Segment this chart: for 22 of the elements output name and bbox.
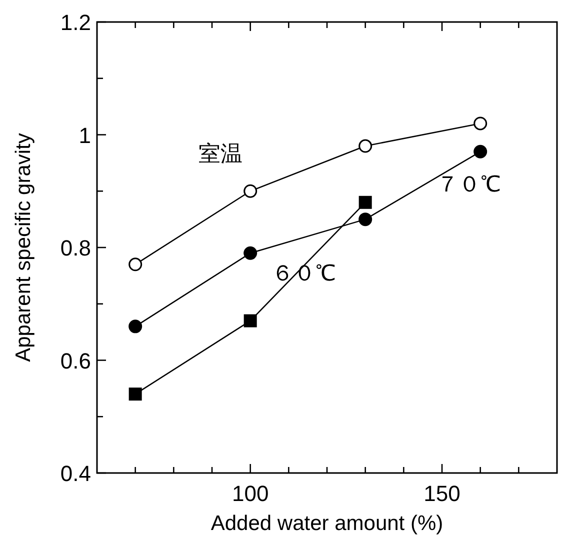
point bbox=[474, 116, 488, 130]
y-tick-label: 0.4 bbox=[60, 461, 91, 486]
point bbox=[358, 212, 372, 226]
point bbox=[128, 320, 142, 334]
point bbox=[358, 196, 372, 209]
x-tick-label: 150 bbox=[424, 481, 460, 506]
point bbox=[358, 139, 372, 153]
point bbox=[244, 184, 258, 198]
x-tick-label: 100 bbox=[232, 481, 269, 506]
point bbox=[128, 388, 142, 401]
y-tick-label: 0.6 bbox=[60, 348, 91, 374]
point bbox=[244, 314, 257, 328]
point bbox=[128, 258, 142, 272]
point bbox=[244, 246, 258, 260]
y-axis-title: Apparent specific gravity bbox=[12, 132, 35, 362]
series-label: 室温 bbox=[198, 141, 242, 166]
point bbox=[474, 144, 488, 158]
y-tick-label: 1 bbox=[78, 122, 91, 148]
y-tick-label: 0.8 bbox=[60, 236, 91, 260]
x-axis-title: Added water amount (%) bbox=[210, 512, 444, 535]
y-tick-label: 1.2 bbox=[60, 10, 91, 35]
series-label: ７０℃ bbox=[436, 172, 500, 197]
